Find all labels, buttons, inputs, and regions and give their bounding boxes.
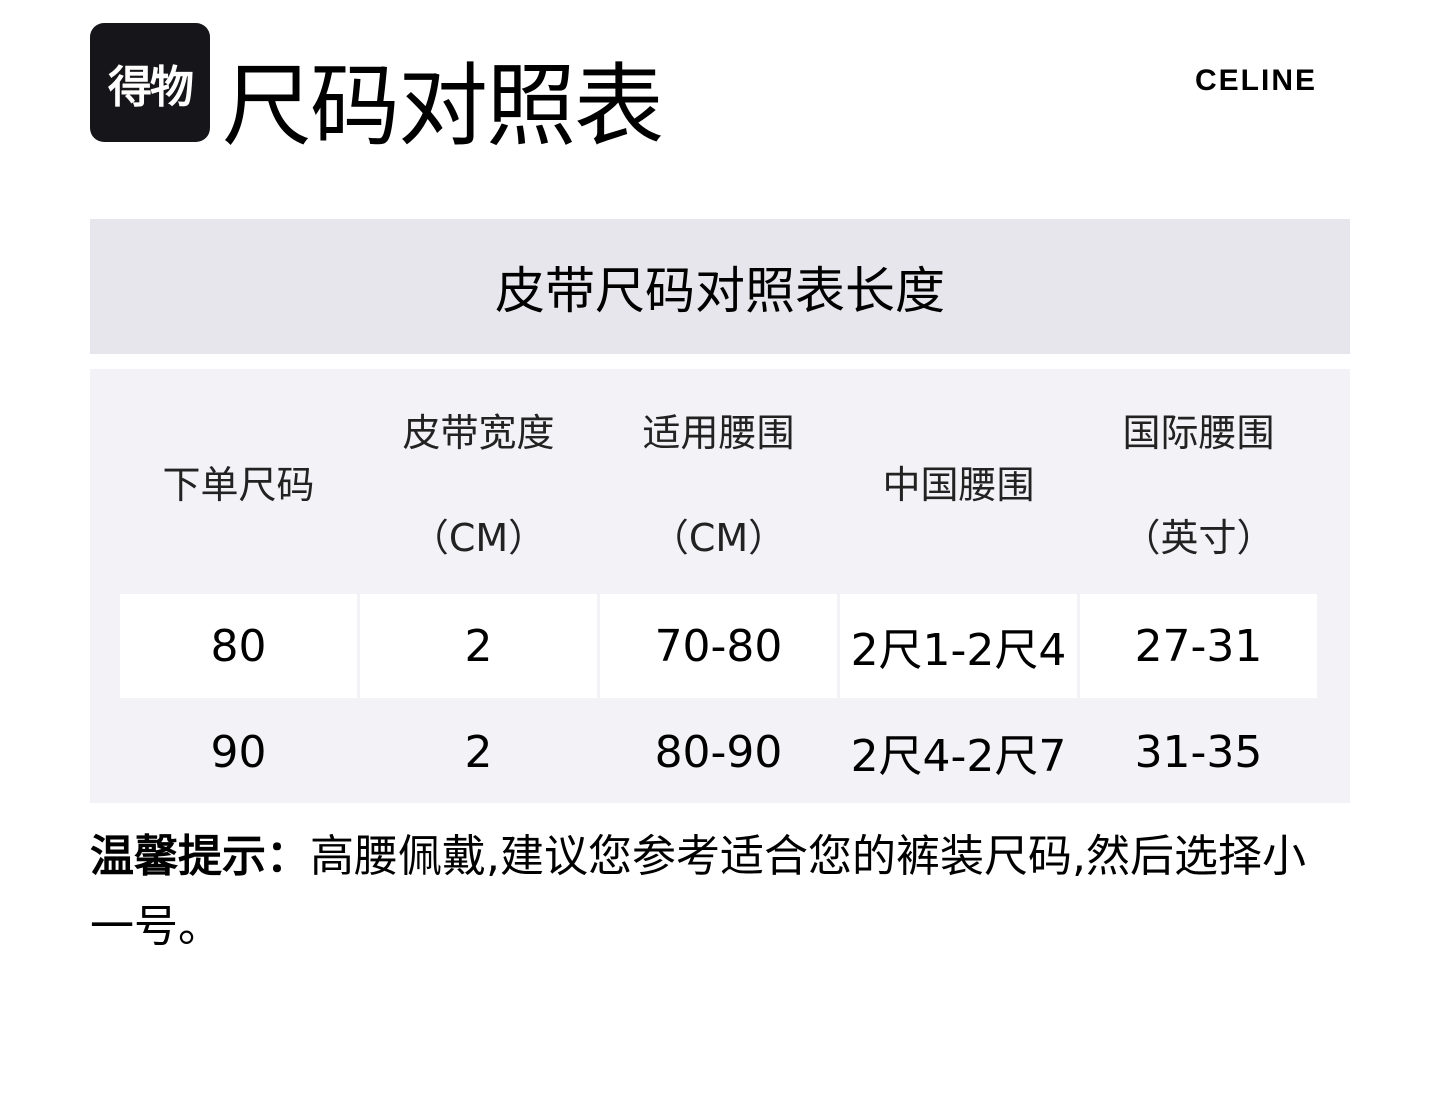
table-cell: 90 [210, 726, 267, 778]
header-label: 国际腰围 [1122, 410, 1275, 455]
table-cell: 2尺4-2尺7 [850, 731, 1067, 782]
table-cell: 2尺1-2尺4 [840, 594, 1077, 698]
tip-text: 高腰佩戴,建议您参考适合您的裤装尺码,然后选择小一号。 [90, 831, 1306, 952]
dewu-logo: 得物 [90, 23, 210, 142]
header-label: 皮带宽度 [402, 410, 555, 455]
header-unit: （CM） [650, 515, 787, 560]
header-label: 中国腰围 [882, 463, 1035, 507]
brand-logo: CELINE [1195, 64, 1318, 97]
tip-label: 温馨提示： [90, 831, 310, 882]
table-cell: 2 [464, 726, 493, 778]
tip-note: 温馨提示：高腰佩戴,建议您参考适合您的裤装尺码,然后选择小一号。 [90, 822, 1330, 962]
page-title: 尺码对照表 [222, 54, 664, 159]
size-table: 下单尺码 皮带宽度 （CM） 适用腰围 （CM） 中国腰围 国际腰围 （英寸） 80 … [90, 369, 1350, 803]
header-label: 下单尺码 [162, 463, 315, 507]
table-cell: 80 [120, 594, 357, 698]
column-header: 适用腰围 （CM） [600, 369, 837, 594]
table-row: 80 2 70-80 2尺1-2尺4 27-31 [120, 594, 1317, 698]
header-label: 适用腰围 [642, 410, 795, 455]
column-header: 皮带宽度 （CM） [360, 369, 597, 594]
column-header: 国际腰围 （英寸） [1080, 369, 1317, 594]
table-cell: 2 [360, 594, 597, 698]
header-unit: （英寸） [1122, 515, 1275, 560]
column-header: 下单尺码 [120, 369, 357, 594]
table-row: 90 2 80-90 2尺4-2尺7 31-35 [120, 700, 1317, 804]
table-cell: 70-80 [600, 594, 837, 698]
table-cell: 27-31 [1080, 594, 1317, 698]
table-caption: 皮带尺码对照表长度 [90, 219, 1350, 354]
table-cell: 80-90 [654, 726, 783, 778]
table-cell: 31-35 [1134, 726, 1263, 778]
header-unit: （CM） [410, 515, 547, 560]
column-header: 中国腰围 [840, 369, 1077, 594]
